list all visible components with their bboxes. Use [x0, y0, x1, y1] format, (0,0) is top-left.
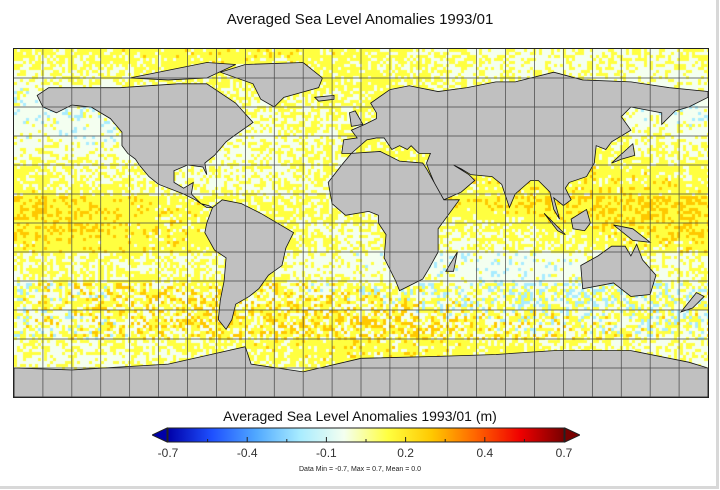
colorbar-tick-label: 0.2 [397, 446, 414, 460]
colorbar-tick-label: 0.4 [476, 446, 494, 460]
colorbar-tick-label: -0.4 [236, 446, 258, 460]
colorbar-title: Averaged Sea Level Anomalies 1993/01 (m) [223, 408, 497, 424]
landmass [570, 208, 591, 232]
colorbar-tick-label: -0.7 [157, 446, 179, 460]
landmass [543, 213, 566, 235]
landmass [36, 83, 254, 208]
landmass [313, 94, 335, 102]
landmass [613, 224, 652, 243]
colorbar-min-arrow [152, 427, 168, 443]
landmass [129, 62, 236, 81]
land-and-graticule [14, 49, 708, 397]
colorbar-tick-label: -0.1 [316, 446, 337, 460]
landmass [445, 251, 458, 272]
map-title: Averaged Sea Level Anomalies 1993/01 [226, 11, 494, 28]
landmass [218, 62, 323, 108]
landmass [611, 142, 636, 164]
landmass [204, 199, 295, 331]
landmass [348, 110, 364, 127]
colorbar [152, 427, 580, 443]
landmass [679, 292, 705, 313]
landmass [341, 71, 708, 220]
sea-level-map [13, 48, 709, 398]
colorbar-max-arrow [564, 427, 580, 443]
colorbar-tick-label: 0.7 [555, 446, 573, 460]
data-stats: Data Min = -0.7, Max = 0.7, Mean = 0.0 [299, 466, 421, 473]
landmass [580, 243, 657, 297]
